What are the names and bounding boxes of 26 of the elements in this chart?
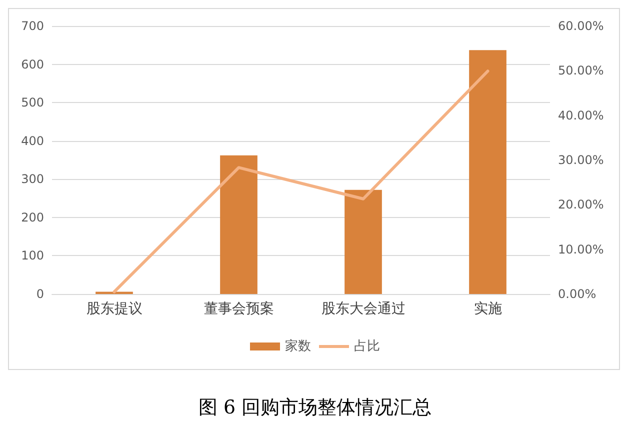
bar xyxy=(344,190,382,294)
legend-label: 家数 xyxy=(285,338,311,354)
y-tick-label: 300 xyxy=(21,172,44,186)
y-tick-label: 100 xyxy=(21,248,44,263)
bar xyxy=(469,50,506,294)
x-tick-label: 股东大会通过 xyxy=(321,301,406,317)
text: 图 6 回购市场整体情况汇总 xyxy=(198,396,432,418)
y2-tick-label: 20.00% xyxy=(558,198,604,212)
y2-tick-label: 10.00% xyxy=(558,242,604,256)
y2-tick-label: 30.00% xyxy=(558,153,604,167)
y-tick-label: 600 xyxy=(21,57,44,72)
y-tick-label: 500 xyxy=(21,96,44,110)
y2-tick-label: 40.00% xyxy=(558,108,604,122)
legend-label: 占比 xyxy=(354,339,380,354)
y2-tick-label: 50.00% xyxy=(558,64,604,78)
y2-tick-label: 60.00% xyxy=(558,19,604,33)
x-tick-label: 董事会预案 xyxy=(204,300,274,317)
y-tick-label: 400 xyxy=(21,134,44,148)
y2-tick-label: 0.00% xyxy=(558,287,596,301)
x-tick-label: 股东提议 xyxy=(86,301,142,317)
x-tick-label: 实施 xyxy=(474,301,502,317)
y-tick-label: 0 xyxy=(36,287,44,301)
y-tick-label: 700 xyxy=(21,19,44,33)
line-series xyxy=(112,70,490,294)
y-tick-label: 200 xyxy=(21,210,44,224)
bar xyxy=(220,155,258,294)
